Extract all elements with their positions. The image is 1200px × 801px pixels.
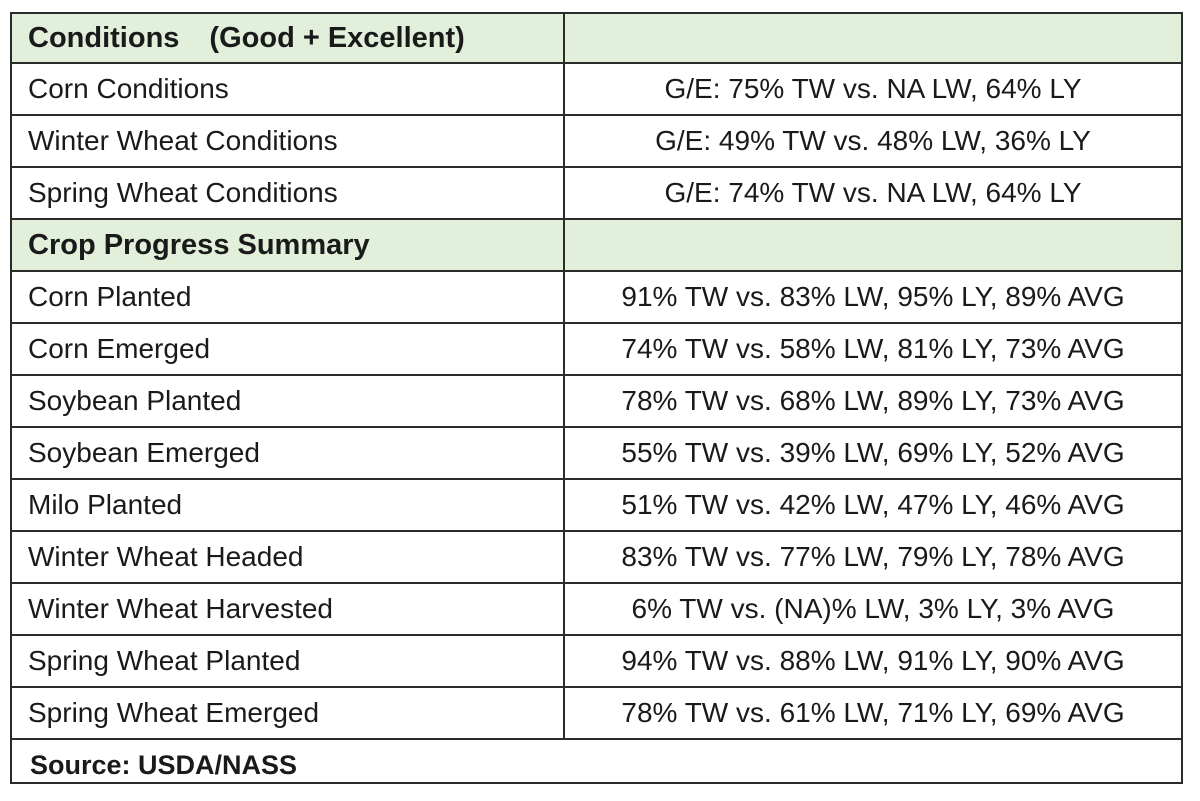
row-label: Winter Wheat Harvested — [12, 584, 565, 634]
table-row: Winter Wheat Headed 83% TW vs. 77% LW, 7… — [12, 532, 1181, 584]
row-value: 83% TW vs. 77% LW, 79% LY, 78% AVG — [621, 541, 1125, 572]
row-label: Spring Wheat Conditions — [12, 168, 565, 218]
table-row: Corn Conditions G/E: 75% TW vs. NA LW, 6… — [12, 64, 1181, 116]
source-row: Source: USDA/NASS — [12, 740, 1181, 790]
conditions-title: Conditions — [28, 21, 180, 54]
progress-title: Crop Progress Summary — [12, 220, 565, 270]
row-value: 51% TW vs. 42% LW, 47% LY, 46% AVG — [621, 489, 1125, 520]
table-row: Winter Wheat Conditions G/E: 49% TW vs. … — [12, 116, 1181, 168]
row-label: Soybean Planted — [12, 376, 565, 426]
progress-header-empty-cell — [565, 220, 1181, 270]
row-label: Winter Wheat Headed — [12, 532, 565, 582]
row-value: 94% TW vs. 88% LW, 91% LY, 90% AVG — [621, 645, 1125, 676]
source-text: Source: USDA/NASS — [30, 749, 298, 780]
table-row: Spring Wheat Planted 94% TW vs. 88% LW, … — [12, 636, 1181, 688]
progress-header-row: Crop Progress Summary — [12, 220, 1181, 272]
row-label: Corn Emerged — [12, 324, 565, 374]
table-row: Spring Wheat Emerged 78% TW vs. 61% LW, … — [12, 688, 1181, 740]
table-row: Soybean Emerged 55% TW vs. 39% LW, 69% L… — [12, 428, 1181, 480]
table-row: Corn Planted 91% TW vs. 83% LW, 95% LY, … — [12, 272, 1181, 324]
conditions-subtitle: (Good + Excellent) — [209, 21, 465, 54]
conditions-header-empty-cell — [565, 14, 1181, 62]
row-value: 6% TW vs. (NA)% LW, 3% LY, 3% AVG — [631, 593, 1115, 624]
table-row: Soybean Planted 78% TW vs. 68% LW, 89% L… — [12, 376, 1181, 428]
row-label: Soybean Emerged — [12, 428, 565, 478]
row-value: 78% TW vs. 61% LW, 71% LY, 69% AVG — [621, 697, 1125, 728]
table-row: Spring Wheat Conditions G/E: 74% TW vs. … — [12, 168, 1181, 220]
row-value: G/E: 75% TW vs. NA LW, 64% LY — [664, 73, 1082, 104]
table-row: Winter Wheat Harvested 6% TW vs. (NA)% L… — [12, 584, 1181, 636]
table-row: Corn Emerged 74% TW vs. 58% LW, 81% LY, … — [12, 324, 1181, 376]
row-label: Winter Wheat Conditions — [12, 116, 565, 166]
conditions-header-row: Conditions (Good + Excellent) — [12, 14, 1181, 64]
row-label: Corn Planted — [12, 272, 565, 322]
table-row: Milo Planted 51% TW vs. 42% LW, 47% LY, … — [12, 480, 1181, 532]
row-value: G/E: 74% TW vs. NA LW, 64% LY — [664, 177, 1082, 208]
row-label: Spring Wheat Emerged — [12, 688, 565, 738]
row-value: 78% TW vs. 68% LW, 89% LY, 73% AVG — [621, 385, 1125, 416]
row-label: Milo Planted — [12, 480, 565, 530]
row-value: 55% TW vs. 39% LW, 69% LY, 52% AVG — [621, 437, 1125, 468]
row-value: G/E: 49% TW vs. 48% LW, 36% LY — [655, 125, 1091, 156]
conditions-header-cell: Conditions (Good + Excellent) — [12, 14, 565, 62]
row-value: 74% TW vs. 58% LW, 81% LY, 73% AVG — [621, 333, 1125, 364]
row-label: Corn Conditions — [12, 64, 565, 114]
row-label: Spring Wheat Planted — [12, 636, 565, 686]
row-value: 91% TW vs. 83% LW, 95% LY, 89% AVG — [621, 281, 1125, 312]
crop-report-table: Conditions (Good + Excellent) Corn Condit… — [10, 12, 1183, 784]
